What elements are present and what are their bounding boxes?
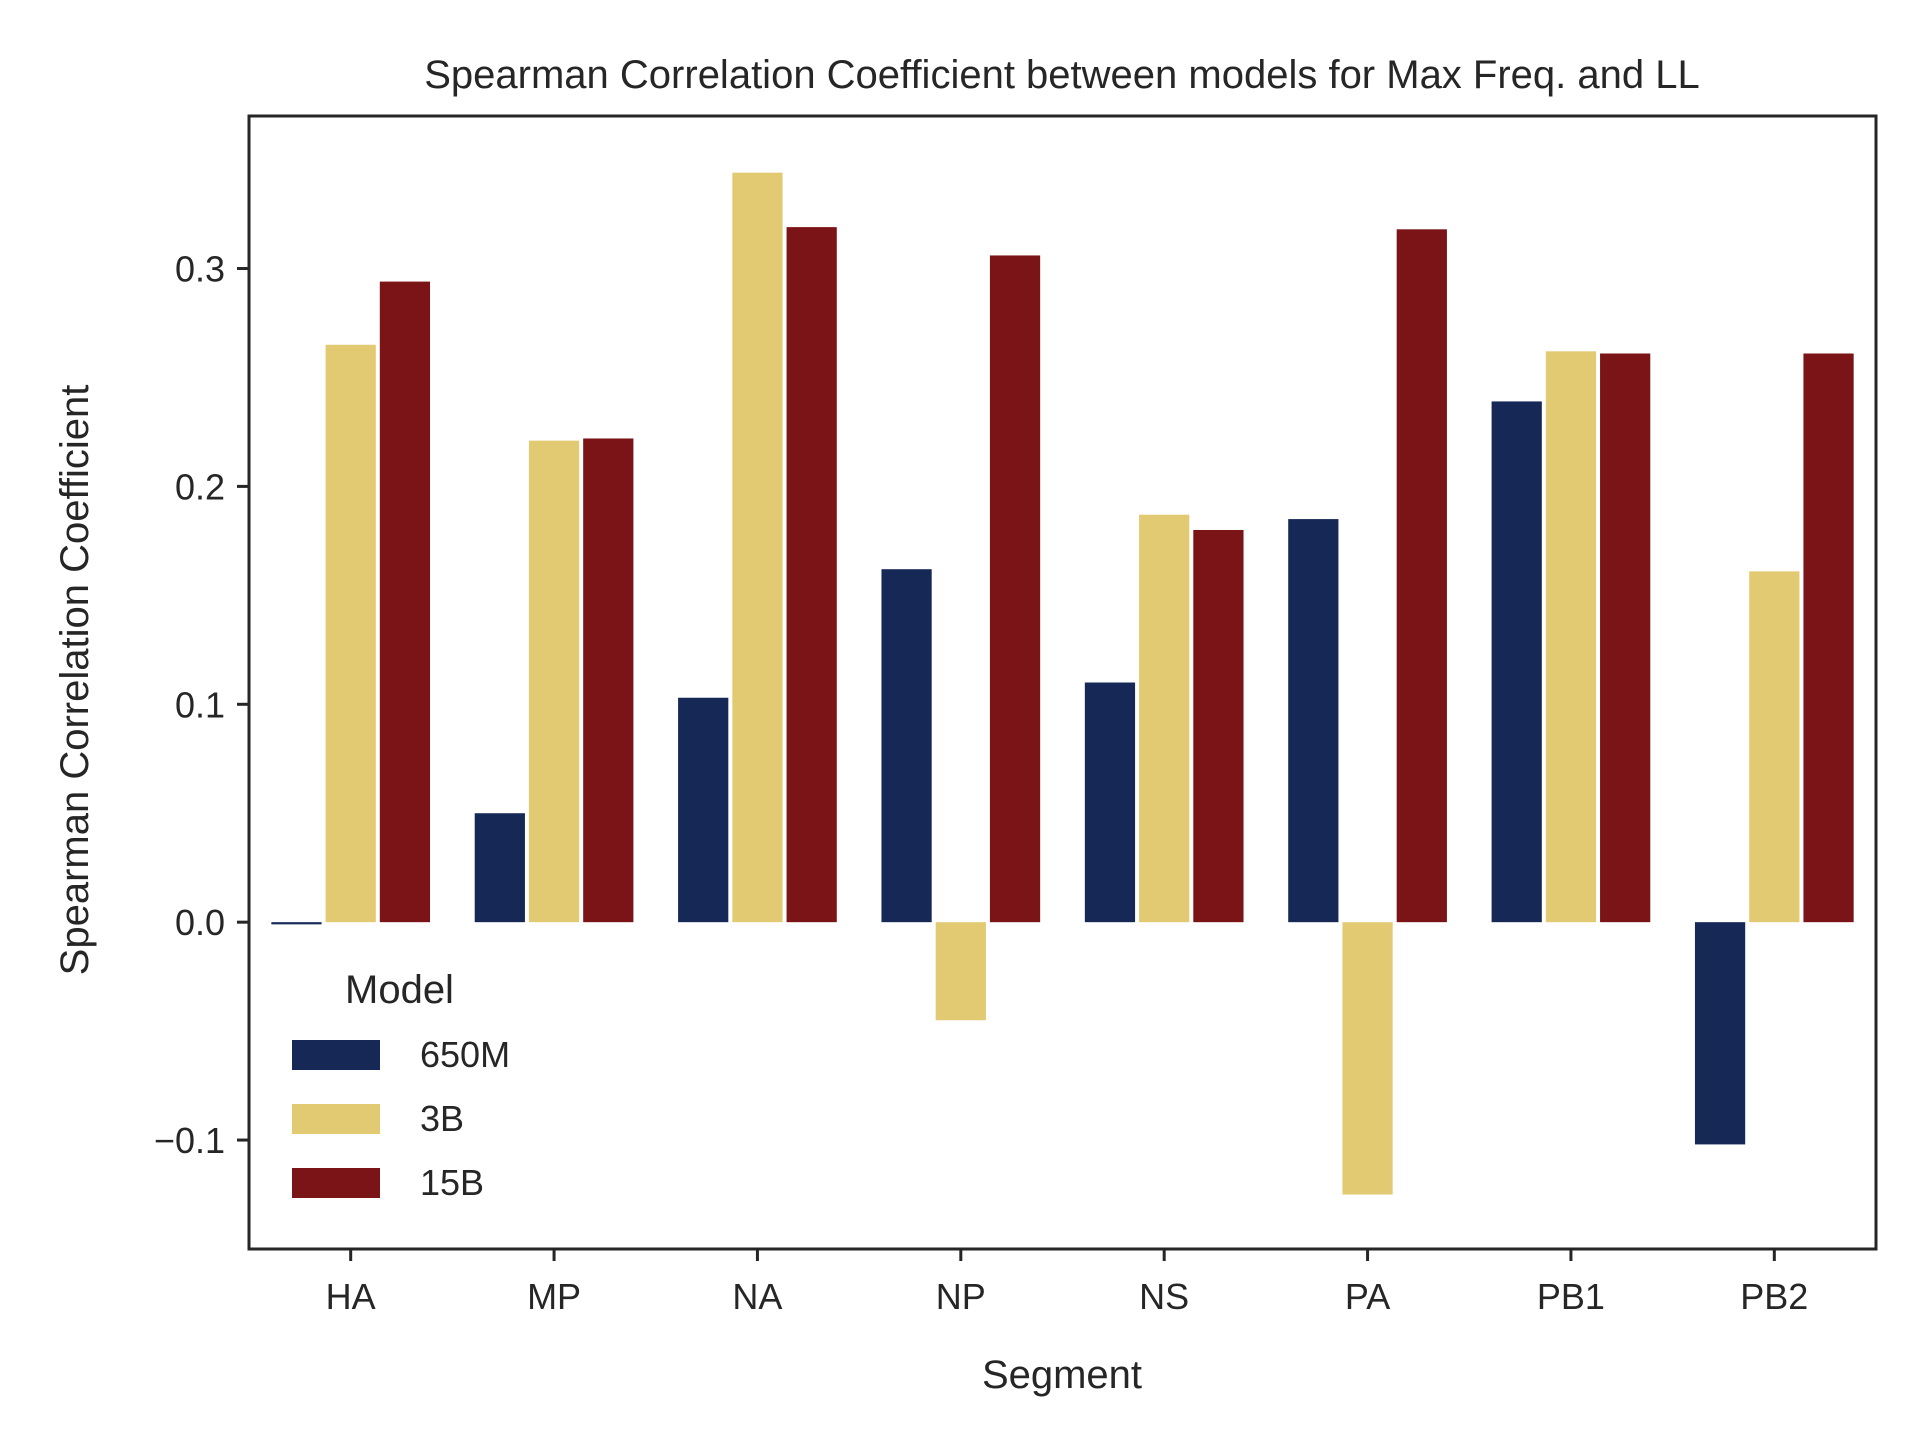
y-tick-label: 0.1	[175, 684, 225, 725]
bar-15b-ns	[1193, 529, 1244, 923]
bar-3b-pa	[1342, 922, 1393, 1195]
bar-650m-np	[881, 569, 932, 923]
axes-layer: −0.1 0.0 0.1 0.2 0.3 HA MP NA NP NS PA PB1 PB2	[154, 114, 1878, 1317]
chart-title: Spearman Correlation Coefficient between…	[424, 53, 1700, 97]
bar-650m-mp	[474, 813, 525, 923]
x-tick-label: PB2	[1740, 1276, 1808, 1317]
x-tick-label: HA	[326, 1276, 376, 1317]
x-tick-label: NA	[732, 1276, 782, 1317]
y-tick-label: 0.0	[175, 902, 225, 943]
x-tick-label: PA	[1345, 1276, 1390, 1317]
y-tick-label: 0.2	[175, 466, 225, 507]
bar-3b-np	[935, 922, 986, 1021]
bar-650m-ha	[271, 922, 322, 925]
bar-15b-mp	[583, 438, 634, 923]
bars-layer	[271, 172, 1854, 1195]
y-tick-label: −0.1	[154, 1120, 225, 1161]
legend-label-650m: 650M	[420, 1034, 510, 1075]
plot-frame	[247, 114, 1878, 1251]
x-tick-label: PB1	[1537, 1276, 1605, 1317]
legend-label-15b: 15B	[420, 1162, 484, 1203]
bar-15b-ha	[379, 281, 431, 923]
bar-650m-ns	[1084, 682, 1136, 923]
x-tick-label: NS	[1139, 1276, 1189, 1317]
x-axis-label: Segment	[982, 1353, 1142, 1397]
legend: Model 650M 3B 15B	[292, 968, 510, 1203]
bar-15b-na	[786, 227, 837, 923]
bar-15b-pb1	[1600, 353, 1651, 923]
y-tick-label: 0.3	[175, 249, 225, 290]
y-axis-label: Spearman Correlation Coefficient	[53, 385, 97, 976]
legend-swatch-650m	[292, 1040, 380, 1070]
bar-650m-pa	[1288, 519, 1339, 923]
bar-15b-pa	[1396, 229, 1447, 923]
x-tick-label: MP	[527, 1276, 581, 1317]
bar-3b-mp	[528, 440, 580, 923]
bar-15b-pb2	[1803, 353, 1854, 923]
legend-label-3b: 3B	[420, 1098, 464, 1139]
legend-swatch-3b	[292, 1104, 380, 1134]
bar-3b-na	[732, 172, 783, 923]
bar-3b-pb2	[1749, 571, 1800, 923]
legend-title: Model	[345, 968, 454, 1012]
bar-650m-na	[678, 697, 729, 923]
legend-swatch-15b	[292, 1168, 380, 1198]
bar-3b-ha	[325, 344, 376, 923]
bar-15b-np	[989, 255, 1041, 923]
bar-650m-pb1	[1491, 401, 1542, 923]
x-tick-label: NP	[936, 1276, 986, 1317]
bar-3b-pb1	[1545, 351, 1597, 923]
bar-650m-pb2	[1694, 922, 1746, 1145]
bar-3b-ns	[1139, 514, 1190, 923]
